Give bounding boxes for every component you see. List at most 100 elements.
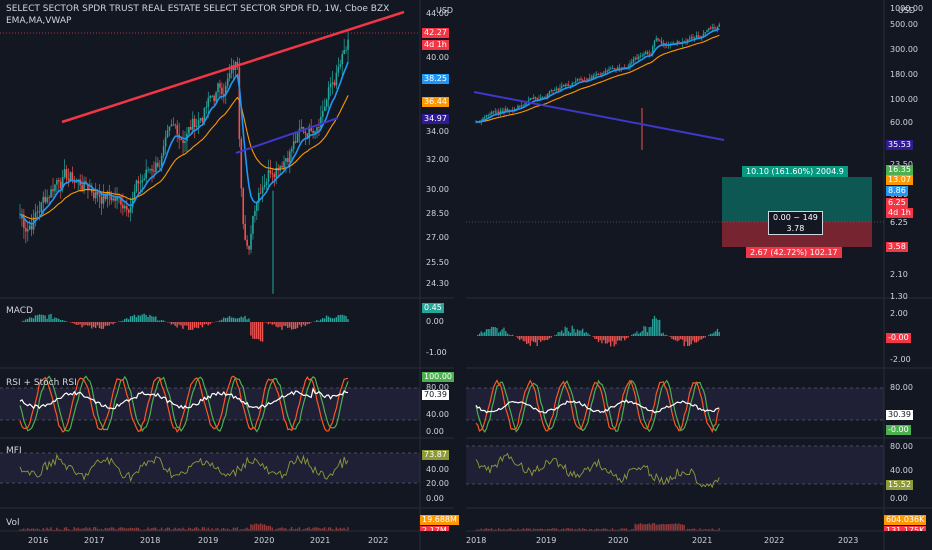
left-chart[interactable]: SELECT SECTOR SPDR TRUST REAL ESTATE SEL… — [0, 0, 459, 550]
left-rsi-badge: 100.00 — [422, 372, 454, 382]
volume-bar — [50, 527, 52, 531]
candle-body — [285, 158, 287, 162]
volume-bar — [215, 528, 217, 531]
left-year-tick: 2022 — [368, 536, 389, 545]
vwap-trendline — [473, 91, 725, 141]
macd-bar — [300, 322, 303, 327]
volume-bar — [42, 528, 44, 531]
macd-bar — [42, 314, 44, 322]
left-rsi-tick: 40.00 — [426, 410, 449, 419]
volume-bar — [492, 529, 495, 531]
candle-body — [527, 100, 530, 102]
volume-bar — [571, 528, 573, 531]
macd-bar — [538, 336, 540, 340]
macd-bar — [236, 318, 239, 322]
stoch-k-line — [19, 375, 349, 433]
right-chart-canvas[interactable] — [466, 0, 932, 550]
volume-bar — [19, 529, 21, 531]
rr-label: 0.00 ~ 149 — [773, 213, 818, 222]
candle-body — [485, 115, 488, 117]
candle-body — [122, 204, 124, 209]
volume-bar — [219, 529, 221, 531]
macd-bar — [226, 317, 229, 322]
volume-bar — [65, 527, 68, 531]
candle-body — [94, 191, 97, 199]
macd-bar — [85, 322, 87, 326]
left-price-tick: 24.30 — [426, 279, 449, 288]
macd-bar — [143, 313, 145, 322]
macd-bar — [124, 318, 126, 322]
volume-bar — [681, 524, 684, 531]
macd-bar — [517, 336, 519, 339]
macd-bar — [529, 336, 531, 346]
volume-bar — [259, 523, 262, 531]
candle-body — [659, 40, 661, 42]
volume-bar — [147, 527, 149, 531]
volume-bar — [250, 524, 252, 531]
volume-bar — [238, 529, 240, 531]
macd-bar — [92, 322, 95, 327]
volume-bar — [669, 524, 671, 531]
left-price-badge: 36.44 — [422, 97, 449, 107]
macd-bar — [228, 315, 231, 322]
candle-body — [71, 172, 74, 181]
macd-bar — [287, 322, 289, 329]
candle-body — [596, 73, 598, 76]
macd-bar — [120, 321, 122, 322]
candle-body — [112, 198, 114, 201]
macd-bar — [36, 315, 39, 322]
stoch-d-line — [19, 375, 349, 433]
macd-bar — [279, 322, 281, 327]
candle-body — [709, 28, 712, 30]
volume-bar — [641, 524, 643, 531]
macd-bar — [636, 331, 638, 336]
candle-body — [541, 97, 544, 99]
right-price-badge: 4d 1h — [886, 208, 913, 218]
candle-body — [508, 109, 510, 111]
candle-body — [685, 41, 687, 42]
candle-body — [153, 170, 155, 172]
macd-bar — [308, 322, 310, 324]
candle-body — [552, 90, 554, 92]
volume-bar — [489, 528, 491, 531]
volume-bar — [320, 528, 322, 531]
candle-body — [531, 98, 533, 99]
candle-body — [102, 193, 105, 204]
volume-bar — [289, 528, 291, 531]
volume-bar — [625, 528, 628, 531]
volume-bar — [174, 527, 176, 531]
volume-bar — [713, 529, 715, 531]
right-price-badge: 3.58 — [886, 242, 908, 252]
macd-bar — [59, 320, 62, 322]
volume-bar — [135, 527, 138, 531]
volume-bar — [487, 528, 489, 531]
candle-body — [487, 115, 489, 116]
candle-body — [263, 184, 266, 188]
macd-bar — [316, 319, 318, 322]
candle-body — [706, 30, 708, 33]
candle-body — [310, 126, 312, 131]
volume-bar — [627, 529, 629, 531]
macd-bar — [659, 319, 661, 336]
volume-bar — [643, 524, 645, 531]
volume-bar — [524, 529, 526, 531]
volume-bar — [345, 529, 347, 531]
macd-bar — [40, 314, 42, 322]
macd-bar — [596, 336, 598, 340]
volume-bar — [131, 528, 134, 531]
candle-body — [209, 95, 212, 98]
candle-body — [162, 146, 165, 156]
macd-bar — [30, 317, 33, 322]
candle-body — [199, 118, 202, 121]
volume-bar — [513, 529, 516, 531]
macd-bar — [685, 336, 687, 342]
right-chart[interactable]: USD 10.10 (161.60%) 2004.9 2.67 (42.72%)… — [466, 0, 932, 550]
right-price-tick: 1000.00 — [890, 4, 924, 13]
left-chart-canvas[interactable] — [0, 0, 454, 550]
macd-bar — [331, 318, 334, 322]
volume-bar — [52, 529, 54, 531]
candle-body — [599, 74, 601, 76]
volume-bar — [538, 528, 540, 531]
volume-bar — [683, 524, 685, 531]
volume-bar — [583, 528, 586, 531]
